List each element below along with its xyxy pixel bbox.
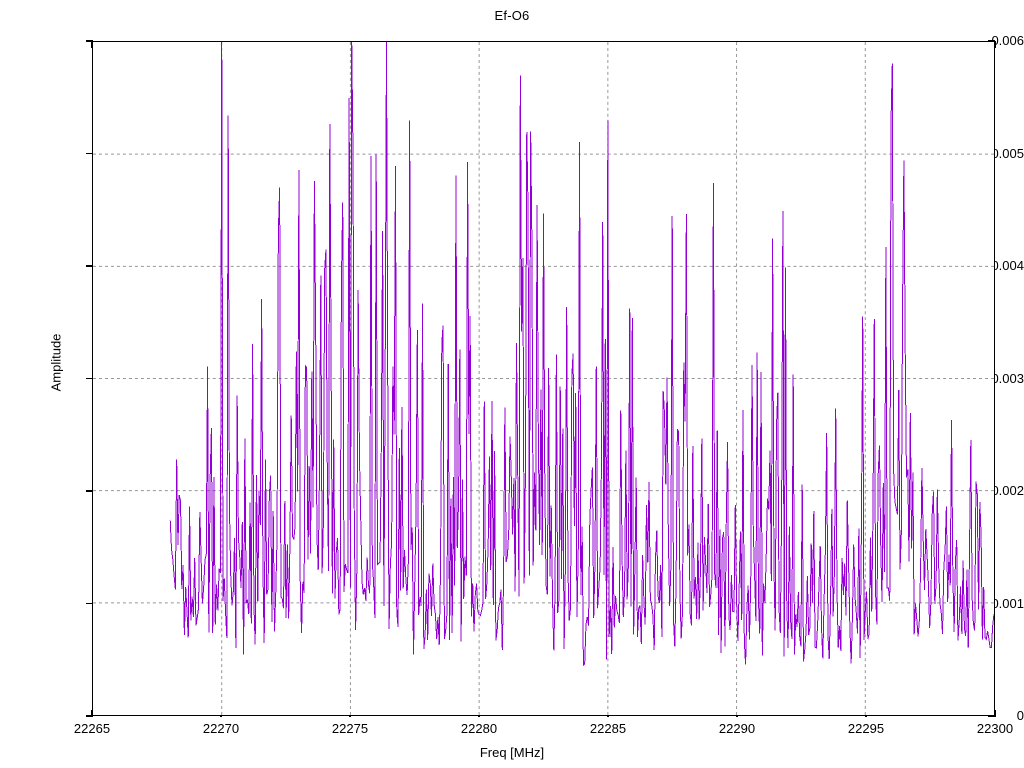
spectrum-path [169,42,994,667]
x-tick-label: 22285 [589,721,627,736]
spectrum-trace [169,42,994,667]
chart-title: Ef-O6 [494,8,530,23]
x-axis-label: Freq [MHz] [479,745,545,760]
x-tick-label: 22300 [976,721,1014,736]
x-tick-label: 22295 [847,721,885,736]
x-tick-label: 22275 [331,721,369,736]
y-axis-label: Amplitude [48,333,64,392]
x-tick-label: 22270 [202,721,240,736]
plot-area[interactable] [92,41,995,716]
x-tick-label: 22280 [460,721,498,736]
x-tick-label: 22290 [718,721,756,736]
x-tick-label: 22265 [73,721,111,736]
